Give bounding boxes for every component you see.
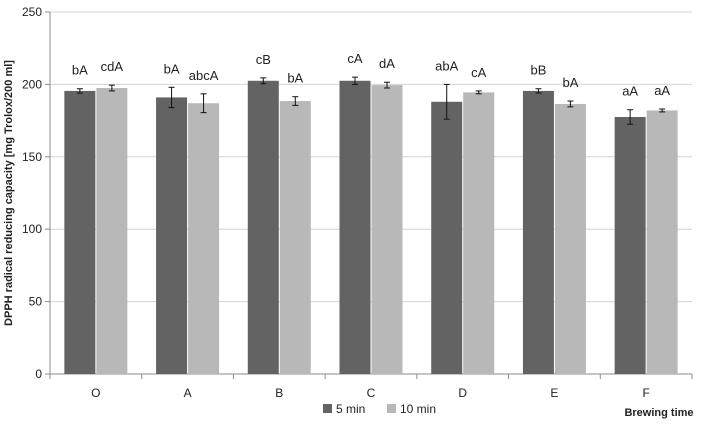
x-tick-label: O — [91, 386, 100, 400]
x-tick-label: B — [275, 386, 283, 400]
bar — [463, 92, 495, 374]
bar — [188, 103, 220, 374]
bar — [371, 85, 403, 375]
y-axis-title: DPPH radical reducing capacity [mg Trolo… — [3, 60, 15, 326]
y-tick-label: 250 — [22, 5, 42, 19]
x-axis-title: Brewing time — [624, 407, 693, 419]
data-label: cA — [471, 65, 487, 80]
bar — [554, 103, 586, 374]
y-tick-label: 150 — [22, 150, 42, 164]
y-tick-label: 50 — [29, 295, 43, 309]
legend: 5 min 10 min — [323, 402, 436, 416]
plot-area — [49, 12, 692, 375]
bar — [431, 101, 463, 374]
bar — [64, 90, 96, 374]
bar — [96, 88, 128, 375]
data-label: abcA — [189, 68, 219, 83]
y-tick-label: 100 — [22, 222, 42, 236]
x-tick-label: D — [458, 386, 467, 400]
gridlines — [50, 11, 692, 375]
data-label: abA — [435, 58, 458, 73]
legend-label: 10 min — [400, 402, 436, 416]
y-tick-label: 0 — [35, 367, 42, 381]
data-label: bA — [562, 75, 578, 90]
bar — [339, 80, 371, 374]
data-label: cB — [256, 52, 271, 67]
bar — [646, 110, 678, 375]
bar — [522, 90, 554, 374]
legend-swatch — [323, 404, 332, 413]
data-label: bA — [287, 71, 303, 86]
legend-label: 5 min — [336, 402, 365, 416]
x-tick-label: E — [550, 386, 558, 400]
data-label: cA — [347, 51, 363, 66]
bar — [156, 97, 188, 374]
x-tick-label: C — [367, 386, 376, 400]
data-label: cdA — [101, 59, 124, 74]
data-label: aA — [622, 84, 638, 99]
y-axis-ticks: 0 50 100 150 200 250 — [22, 5, 50, 381]
bars-group — [64, 80, 678, 375]
data-labels-group: bA cdA bA abcA cB bA cA dA abA cA bB bA aA aA — [72, 51, 671, 99]
data-label: bA — [164, 61, 180, 76]
bar — [247, 80, 279, 374]
y-tick-label: 200 — [22, 77, 42, 91]
data-label: bA — [72, 63, 88, 78]
data-label: aA — [654, 83, 670, 98]
x-tick-label: F — [642, 386, 649, 400]
data-label: bB — [530, 63, 546, 78]
bar — [614, 116, 646, 374]
error-bars-group — [76, 76, 666, 125]
bar — [279, 101, 311, 374]
x-tick-label: A — [184, 386, 192, 400]
legend-swatch — [387, 404, 396, 413]
data-label: dA — [379, 56, 395, 71]
